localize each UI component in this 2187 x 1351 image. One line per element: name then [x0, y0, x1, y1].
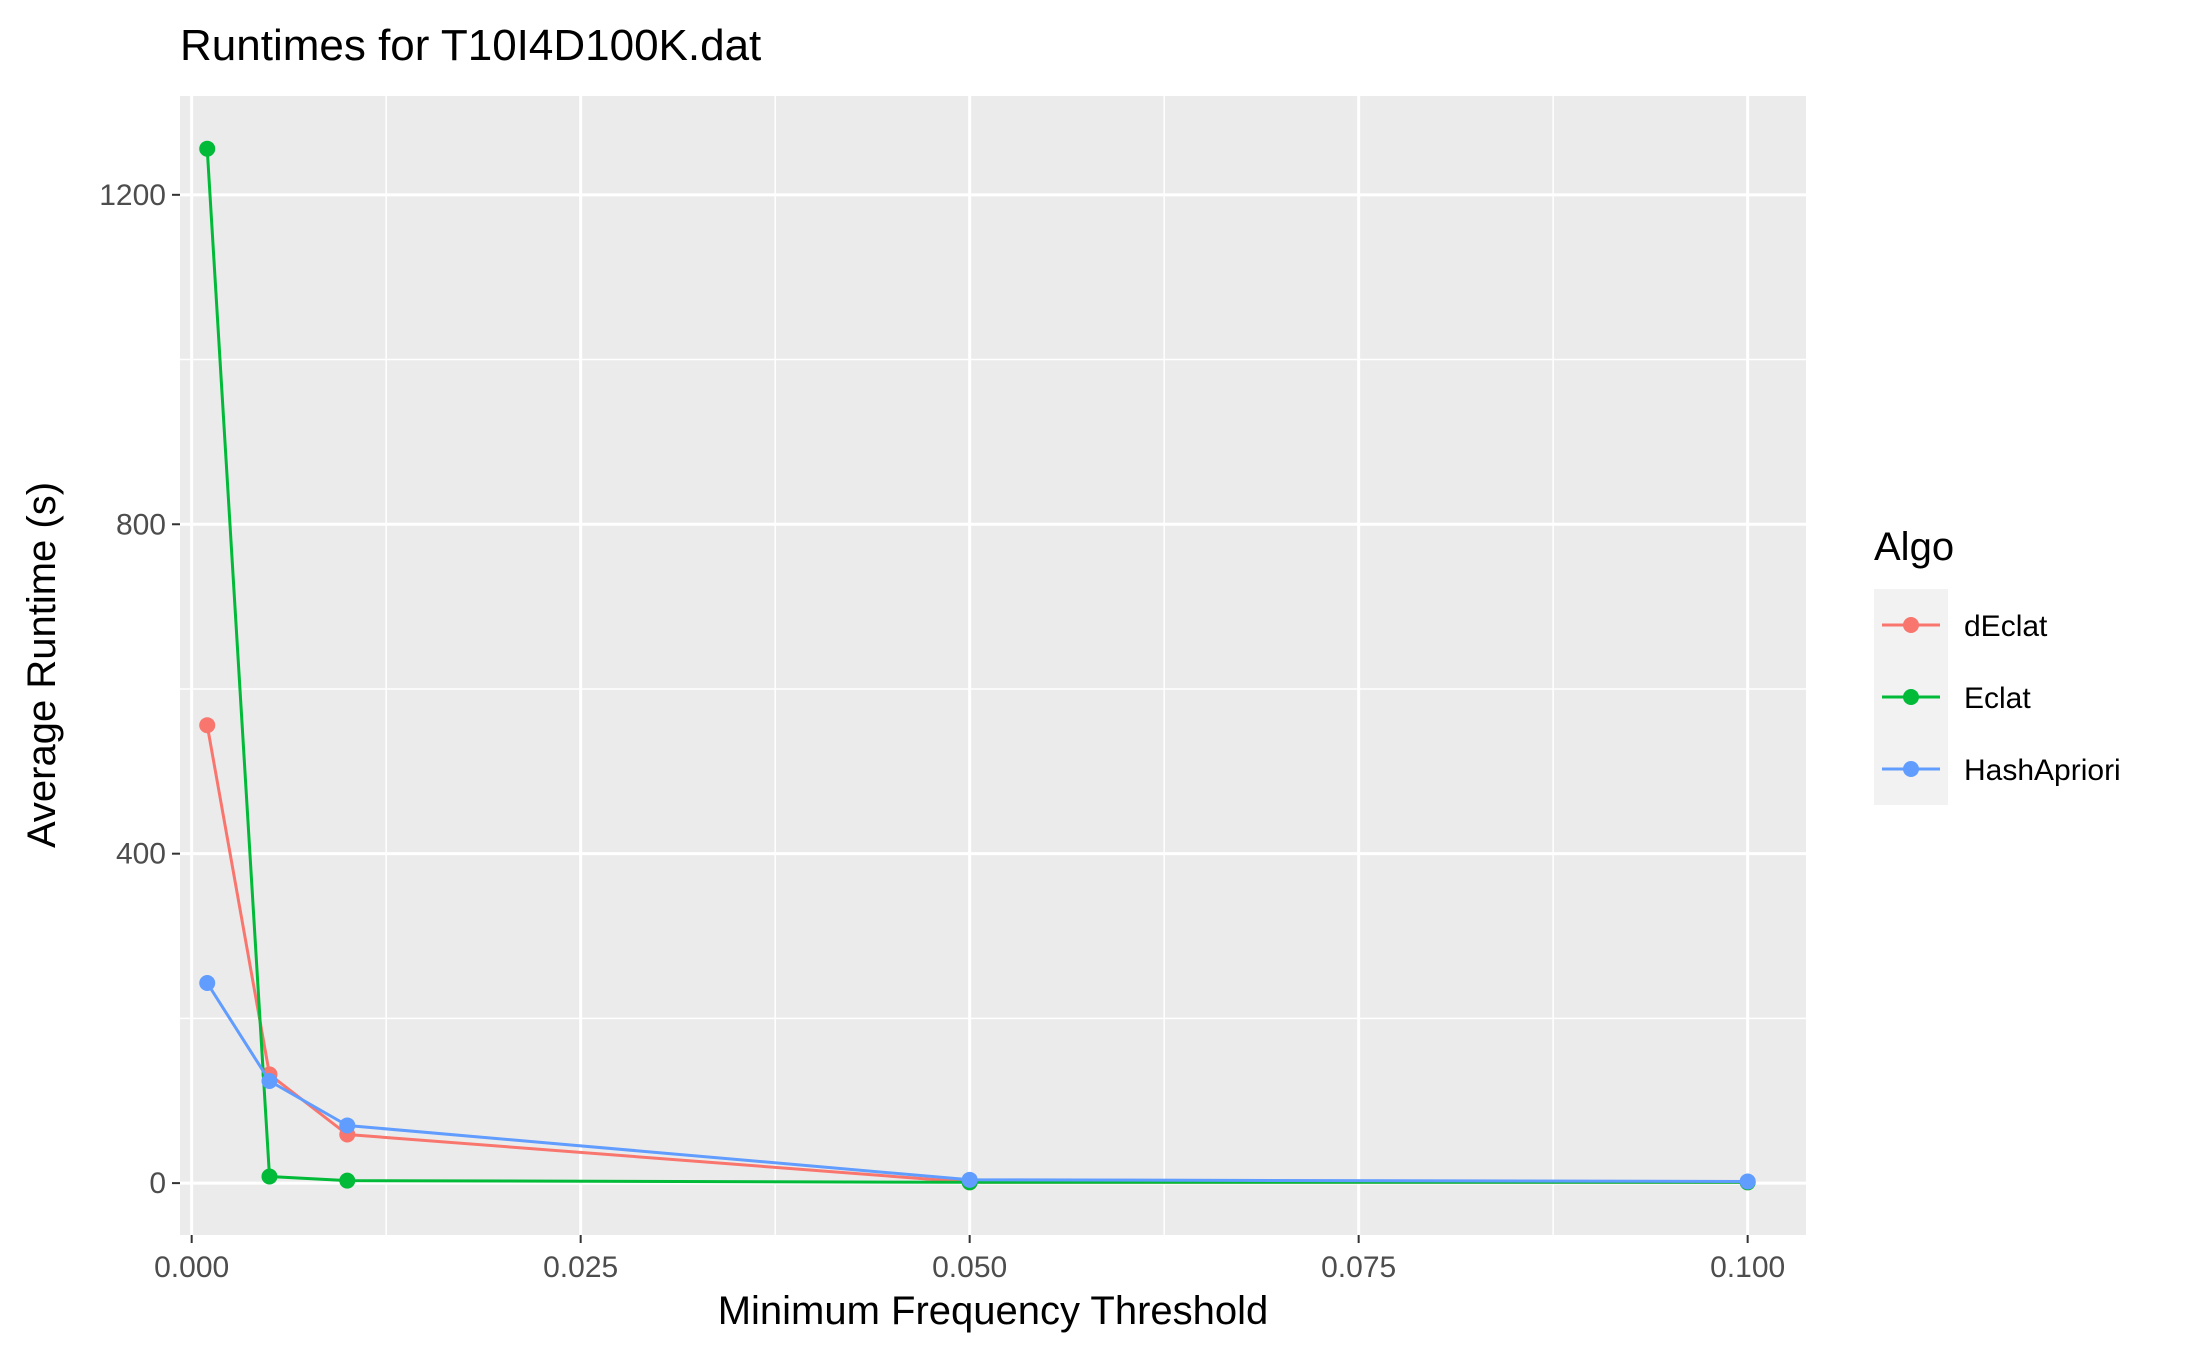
data-point-hashapriori — [1739, 1173, 1756, 1190]
y-axis-title: Average Runtime (s) — [20, 482, 64, 848]
x-tick-label: 0.000 — [154, 1251, 229, 1284]
legend-label-hashapriori: HashApriori — [1964, 754, 2121, 787]
y-tick-label: 400 — [116, 838, 166, 871]
data-point-eclat — [339, 1172, 356, 1189]
y-tick-label: 0 — [149, 1167, 166, 1200]
grid-minor — [180, 96, 1806, 1235]
data-point-declat — [199, 717, 216, 734]
legend-items: dEclat Eclat HashApriori — [1882, 610, 2121, 787]
y-tick-label: 800 — [116, 508, 166, 541]
x-axis: 0.000 0.025 0.050 0.075 0.100 — [154, 1235, 1785, 1284]
x-tick-label: 0.050 — [932, 1251, 1007, 1284]
x-tick-label: 0.075 — [1321, 1251, 1396, 1284]
data-point-eclat — [199, 140, 216, 157]
legend-label-eclat: Eclat — [1964, 682, 2031, 715]
chart-title: Runtimes for T10I4D100K.dat — [180, 21, 761, 70]
series-layer — [199, 140, 1756, 1191]
data-point-hashapriori — [199, 974, 216, 991]
y-axis: 0 400 800 1200 — [99, 179, 180, 1200]
data-point-hashapriori — [961, 1171, 978, 1188]
data-point-eclat — [261, 1168, 278, 1185]
y-tick-label: 1200 — [99, 179, 166, 212]
x-axis-title: Minimum Frequency Threshold — [718, 1289, 1269, 1333]
legend-key-point-declat — [1903, 617, 1919, 633]
data-point-hashapriori — [261, 1072, 278, 1089]
legend-title: Algo — [1874, 525, 1954, 569]
legend: Algo dEclat Eclat HashApriori — [1874, 525, 2121, 805]
x-tick-label: 0.025 — [543, 1251, 618, 1284]
x-tick-label: 0.100 — [1710, 1251, 1785, 1284]
data-point-hashapriori — [339, 1117, 356, 1134]
legend-key-point-hashapriori — [1903, 761, 1919, 777]
plot-panel — [180, 96, 1806, 1235]
legend-label-declat: dEclat — [1964, 610, 2048, 643]
legend-key-point-eclat — [1903, 689, 1919, 705]
